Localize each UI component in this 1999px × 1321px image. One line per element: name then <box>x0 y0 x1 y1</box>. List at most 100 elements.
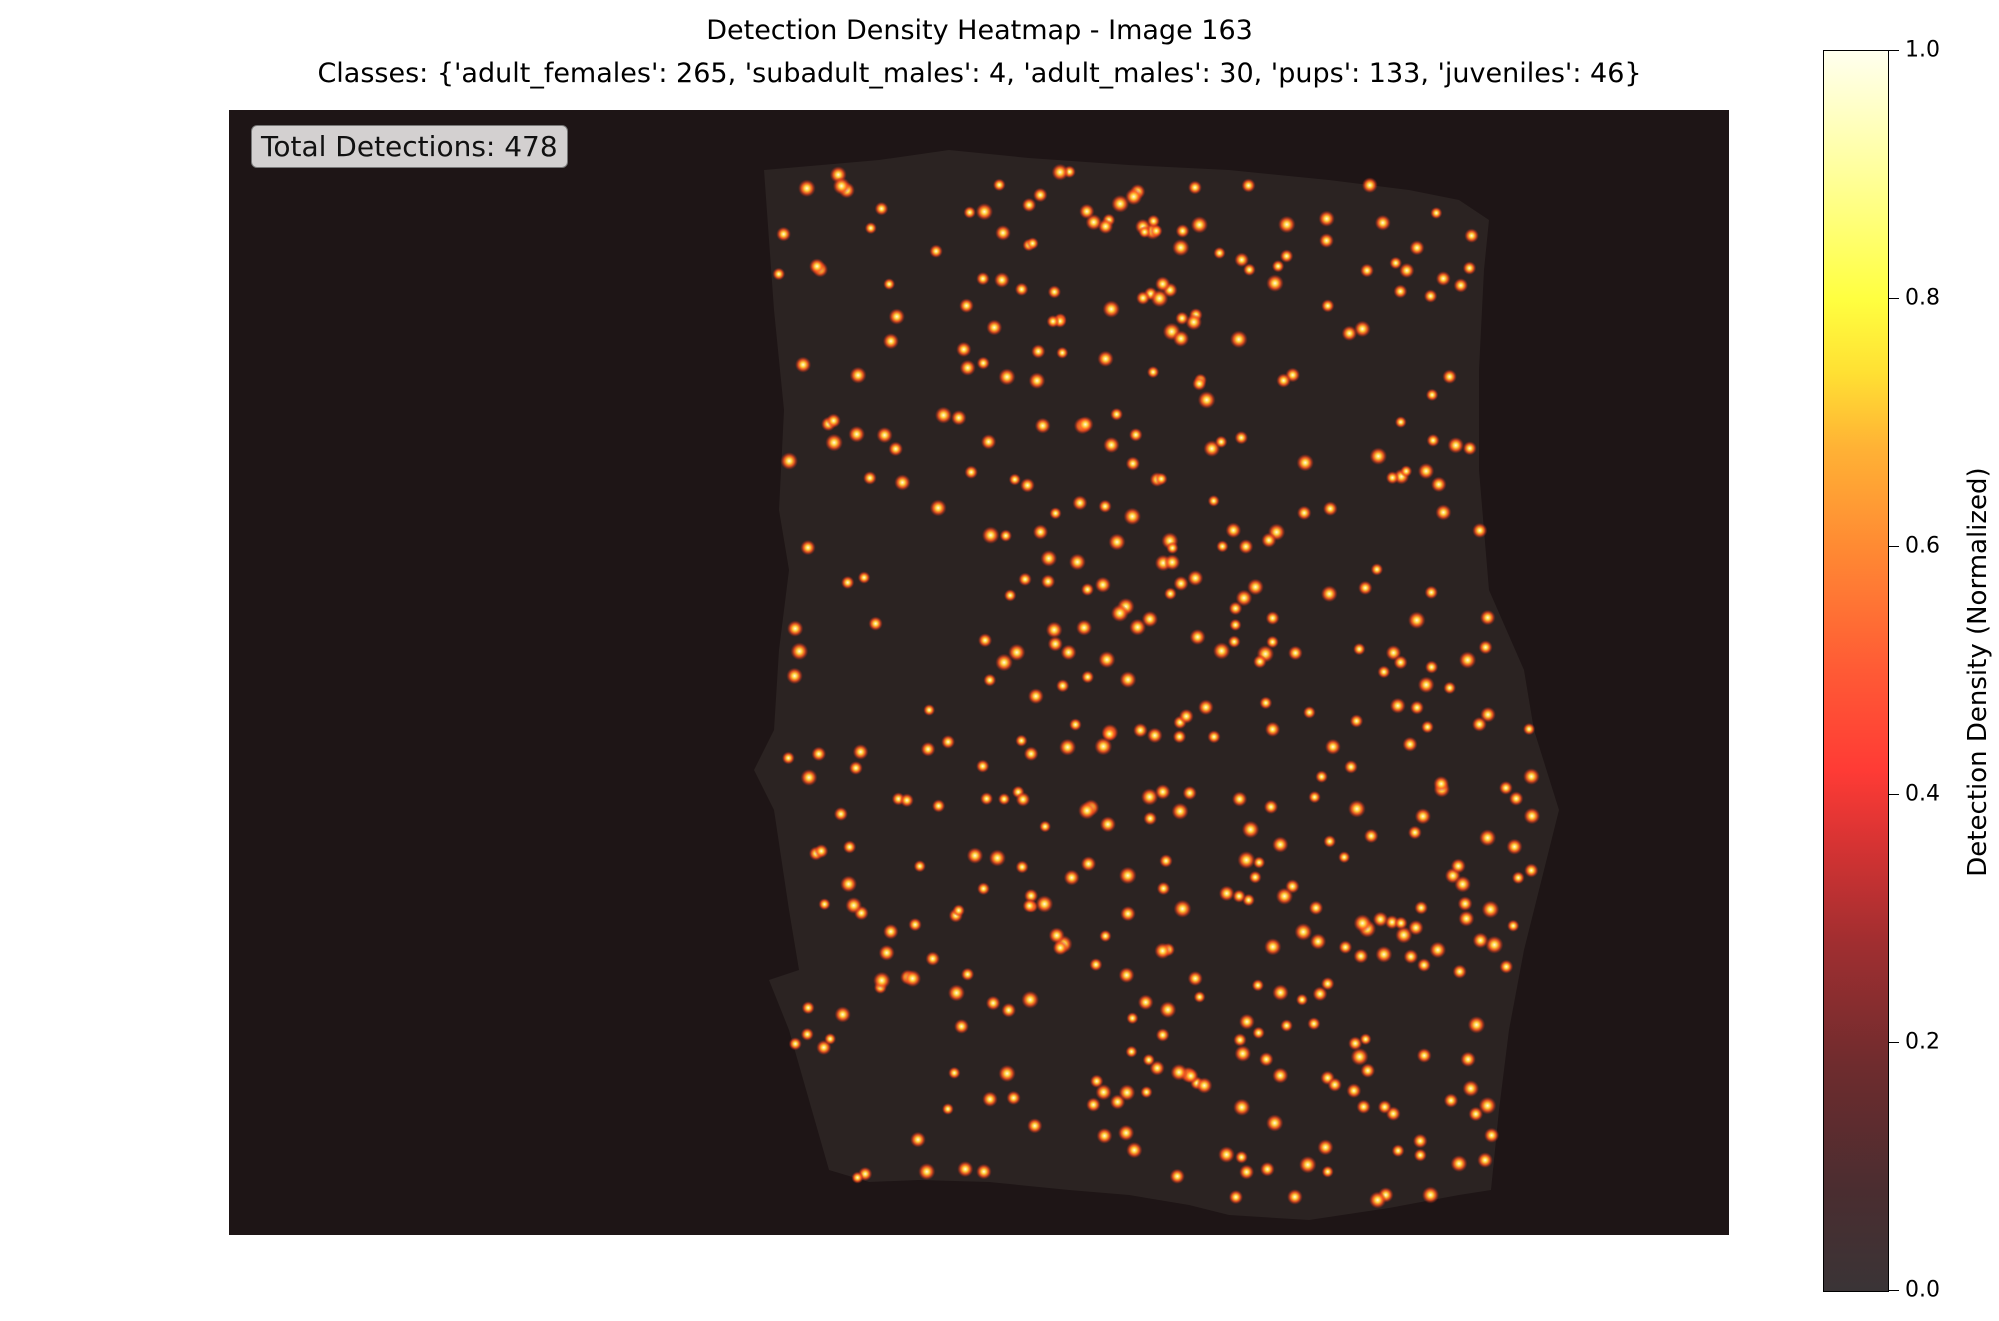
detection-hotspot <box>918 1163 936 1181</box>
detection-hotspot <box>1137 994 1154 1011</box>
detection-hotspot <box>874 201 889 216</box>
detection-hotspot <box>1462 261 1477 275</box>
detection-hotspot <box>994 272 1010 288</box>
detection-hotspot <box>1276 373 1291 388</box>
colorbar-label: Detection Density (Normalized) <box>1963 467 1993 877</box>
detection-hotspot <box>1178 708 1194 724</box>
detection-hotspot <box>840 875 858 893</box>
detection-hotspot <box>1078 801 1096 820</box>
detection-hotspot <box>800 1027 814 1041</box>
detection-hotspot <box>1125 456 1141 471</box>
detection-hotspot <box>1361 177 1378 194</box>
detection-hotspot <box>1408 919 1424 936</box>
detection-hotspot <box>1129 618 1147 636</box>
detection-hotspot <box>910 1131 926 1148</box>
detection-hotspot <box>1317 1139 1334 1156</box>
detection-hotspot <box>1001 1002 1017 1018</box>
colorbar-tick-label: 0.8 <box>1905 285 1940 311</box>
detection-hotspot <box>1403 949 1419 964</box>
detection-hotspot <box>941 734 956 749</box>
detection-hotspot <box>1457 896 1473 912</box>
detection-hotspot <box>1155 784 1171 800</box>
detection-hotspot <box>1385 471 1399 485</box>
detection-hotspot <box>1196 1077 1213 1094</box>
detection-hotspot <box>1375 945 1393 963</box>
detection-hotspot <box>1207 494 1220 507</box>
detection-hotspot <box>1094 737 1113 756</box>
detection-hotspot <box>1424 585 1439 600</box>
detection-hotspot <box>976 356 990 370</box>
detection-hotspot <box>848 425 866 443</box>
detection-hotspot <box>1140 788 1159 806</box>
detection-hotspot <box>1187 970 1203 987</box>
detection-hotspot <box>788 1037 802 1051</box>
detection-hotspot <box>1243 263 1256 277</box>
detection-hotspot <box>801 1001 815 1015</box>
detection-hotspot <box>1125 1045 1138 1058</box>
detection-hotspot <box>1348 799 1366 818</box>
detection-hotspot <box>1235 1150 1248 1164</box>
detection-hotspot <box>1481 900 1500 919</box>
detection-hotspot <box>1175 311 1189 326</box>
detection-hotspot <box>1425 388 1439 402</box>
detection-hotspot <box>1146 365 1160 379</box>
detection-hotspot <box>1015 792 1031 807</box>
detection-hotspot <box>1272 984 1289 1001</box>
detection-hotspot <box>1111 194 1130 213</box>
detection-hotspot <box>1046 314 1060 328</box>
detection-hotspot <box>814 844 829 859</box>
detection-hotspot <box>1523 807 1541 825</box>
detection-hotspot <box>1018 572 1032 587</box>
detection-hotspot <box>1338 940 1353 955</box>
detection-hotspot <box>985 995 1001 1011</box>
detection-hotspot <box>1251 979 1265 992</box>
detection-hotspot <box>960 967 975 981</box>
detection-hotspot <box>1207 730 1221 744</box>
detection-hotspot <box>1229 330 1248 349</box>
detection-hotspot <box>1416 1048 1432 1063</box>
detection-hotspot <box>1052 940 1068 956</box>
detection-hotspot <box>1231 791 1248 807</box>
detection-hotspot <box>1008 473 1021 486</box>
detection-hotspot <box>849 366 867 384</box>
detection-hotspot <box>1523 768 1540 785</box>
detection-hotspot <box>1039 820 1052 833</box>
detection-hotspot <box>1278 215 1296 234</box>
detection-hotspot <box>1063 869 1080 886</box>
detection-hotspot <box>790 642 809 661</box>
detection-hotspot <box>1172 238 1190 257</box>
detection-hotspot <box>1280 1019 1293 1032</box>
detection-hotspot <box>1213 246 1226 260</box>
colorbar-gradient <box>1823 50 1889 1292</box>
detection-hotspot <box>1321 299 1335 313</box>
detection-hotspot <box>1138 225 1151 239</box>
colorbar-tick <box>1889 1042 1899 1043</box>
detection-hotspot <box>781 751 795 765</box>
detection-hotspot <box>1377 1100 1392 1114</box>
colorbar-tick-label: 0.2 <box>1905 1029 1940 1055</box>
detection-hotspot <box>780 452 798 470</box>
detection-hotspot <box>851 1171 864 1184</box>
detection-hotspot <box>923 704 936 716</box>
detection-hotspot <box>1149 1060 1165 1076</box>
detection-hotspot <box>1051 163 1069 181</box>
detection-hotspot <box>1308 900 1324 916</box>
detection-hotspot <box>941 1103 954 1115</box>
colorbar-tick <box>1889 546 1899 547</box>
detection-hotspot <box>809 258 825 275</box>
detection-hotspot <box>882 333 900 350</box>
detection-hotspot <box>1031 344 1046 359</box>
detection-hotspot <box>1198 699 1214 716</box>
detection-hotspot <box>1218 885 1235 902</box>
detection-hotspot <box>1524 863 1539 878</box>
detection-hotspot <box>976 271 990 286</box>
detection-hotspot <box>1412 1133 1428 1149</box>
detection-hotspot <box>1169 1168 1185 1185</box>
detection-hotspot <box>948 1066 961 1080</box>
detection-hotspot <box>1028 372 1046 390</box>
detection-hotspot <box>957 1161 974 1178</box>
detection-hotspot <box>1089 1074 1104 1088</box>
detection-hotspot <box>811 746 827 762</box>
detection-hotspot <box>795 356 812 373</box>
detection-hotspot <box>1485 935 1504 954</box>
